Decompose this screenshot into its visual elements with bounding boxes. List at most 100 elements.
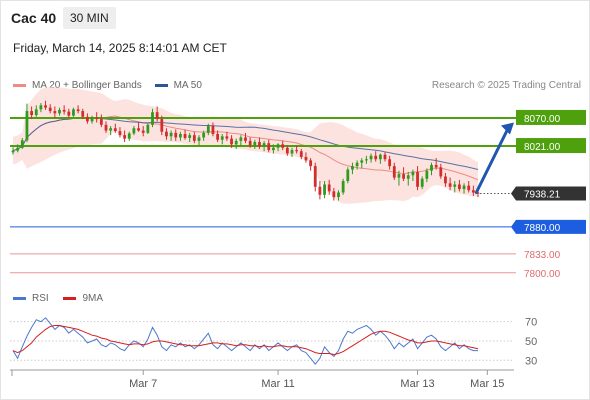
candle-body (285, 147, 289, 154)
candle-body (439, 167, 443, 177)
candle-body (406, 175, 410, 179)
candle-body (146, 124, 150, 133)
candle-body (197, 137, 201, 141)
candle-body (420, 178, 424, 187)
candle-body (378, 154, 382, 160)
candle-body (90, 117, 94, 122)
candle-body (211, 125, 215, 134)
minor-support-label: 7833.00 (524, 250, 561, 261)
candle-body (458, 184, 461, 190)
candle-body (262, 143, 266, 147)
candle-body (299, 151, 303, 157)
candle-body (76, 109, 80, 112)
candle-body (58, 109, 61, 114)
candle-body (388, 159, 392, 167)
candle-body (53, 111, 57, 114)
legend-item-ma50: MA 50 (154, 80, 202, 91)
candle-body (179, 134, 182, 138)
candle-body (355, 162, 359, 167)
candle-body (476, 192, 480, 194)
candle-body (337, 192, 340, 198)
candle-body (239, 137, 243, 141)
candle-body (16, 147, 20, 151)
candle-body (304, 156, 308, 161)
candle-body (206, 125, 210, 133)
candle-body (123, 135, 126, 139)
candle-body (244, 137, 247, 141)
legend-item-9ma: 9MA (63, 293, 103, 304)
candle-body (183, 134, 187, 139)
candle-body (174, 132, 178, 138)
candle-body (81, 111, 85, 117)
candle-body (202, 132, 206, 138)
candle-body (39, 105, 43, 110)
candle-body (392, 166, 396, 178)
pivot-label: 7938.21 (524, 190, 561, 201)
candle-body (467, 185, 471, 191)
candle-body (62, 109, 66, 112)
candle-body (448, 183, 452, 187)
symbol-title: Cac 40 (11, 10, 57, 26)
projection-arrow-head (501, 122, 514, 135)
candle-body (323, 184, 326, 195)
candle-body (327, 184, 331, 192)
candle-body (188, 135, 192, 139)
candle-body (132, 128, 136, 134)
candle-body (220, 136, 224, 140)
minor-support-label: 7800.00 (524, 269, 561, 280)
candle-body (369, 155, 373, 160)
candle-body (346, 169, 350, 182)
candle-body (11, 150, 15, 153)
rsi-tick-label: 50 (525, 336, 537, 348)
rsi-legend: RSI 9MA (13, 293, 103, 304)
candle-body (411, 171, 415, 176)
support-label: 7880.00 (524, 223, 561, 234)
legend-label-ma50: MA 50 (173, 80, 202, 91)
candle-body (397, 174, 401, 178)
candle-body (374, 155, 378, 160)
candle-body (67, 111, 71, 116)
resistance-tag (516, 138, 586, 154)
candle-body (127, 133, 131, 139)
candle-body (137, 128, 140, 131)
candle-body (402, 174, 405, 179)
candle-body (267, 143, 271, 151)
candle-body (332, 191, 336, 198)
candle-body (113, 128, 117, 132)
legend-item-rsi: RSI (13, 293, 51, 304)
candle-body (430, 164, 433, 171)
candle-body (169, 132, 173, 137)
candle-body (295, 150, 299, 152)
ma50-swatch (154, 83, 168, 87)
ma20-swatch (13, 83, 26, 87)
x-tick-label: Mar 13 (400, 378, 434, 390)
candle-body (425, 170, 429, 179)
candle-body (230, 138, 233, 145)
resistance-label: 8021.00 (524, 142, 561, 153)
legend-label-ma20: MA 20 + Bollinger Bands (32, 80, 142, 91)
candle-body (313, 166, 317, 187)
top-bar: Cac 40 30 MIN (0, 0, 590, 36)
candle-body (109, 128, 113, 131)
candle-body (281, 144, 285, 148)
rsi-swatch (13, 296, 26, 300)
resistance-label: 8070.00 (524, 114, 561, 125)
price-legend: MA 20 + Bollinger Bands MA 50 (13, 80, 202, 91)
candle-body (141, 130, 145, 133)
candle-body (272, 147, 275, 151)
ma9-swatch (63, 296, 77, 300)
candle-body (234, 140, 238, 145)
projection-arrow-shaft (474, 127, 510, 194)
candle-body (453, 184, 457, 187)
candle-body (72, 109, 75, 116)
candle-body (248, 140, 252, 146)
candle-body (471, 190, 475, 193)
candle-body (444, 176, 447, 184)
candle-body (104, 124, 108, 131)
datetime-label: Friday, March 14, 2025 8:14:01 AM CET (13, 41, 227, 55)
timeframe-button[interactable]: 30 MIN (63, 7, 116, 29)
credit-text: Research © 2025 Trading Central (431, 80, 581, 91)
legend-label-9ma: 9MA (82, 293, 104, 304)
x-tick-label: Mar 11 (261, 378, 294, 390)
candle-body (365, 159, 368, 161)
